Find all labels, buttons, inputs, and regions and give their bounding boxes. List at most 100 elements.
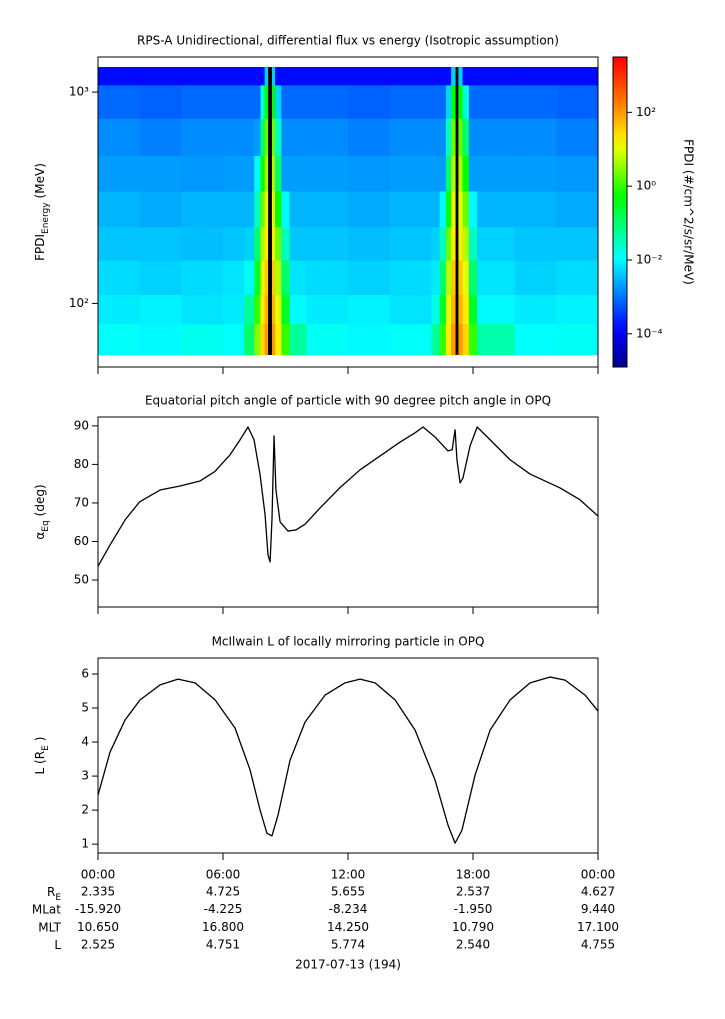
ephemeris-value: 5.774 xyxy=(331,938,365,952)
y-tick-label: 10² xyxy=(69,296,89,310)
x-tick-label: 00:00 xyxy=(581,868,616,882)
y-axis-label-sub: Eq xyxy=(41,520,51,531)
heatmap-cell xyxy=(260,294,265,325)
ephemeris-value: 10.790 xyxy=(452,920,494,934)
y-tick-label: 50 xyxy=(74,573,89,587)
heatmap-cell xyxy=(254,85,261,119)
heatmap-cell xyxy=(260,85,265,119)
y-tick-label: 60 xyxy=(74,534,89,548)
y-tick-label: 3 xyxy=(81,769,89,783)
heatmap-cell xyxy=(445,323,452,356)
y-axis-label-main: FPDI xyxy=(33,234,47,261)
heatmap-cell xyxy=(281,118,290,157)
ephemeris-value: 2.525 xyxy=(81,938,115,952)
colorbar-label: FPDI (#/cm^2/s/sr/MeV) xyxy=(682,139,696,285)
heatmap-cell xyxy=(468,191,478,228)
heatmap-cell xyxy=(98,226,140,261)
heatmap-cell xyxy=(243,155,255,192)
heatmap-cell xyxy=(431,323,440,356)
heatmap-cell xyxy=(462,67,470,86)
heatmap-cell xyxy=(243,85,255,119)
ephemeris-row-label: MLat xyxy=(32,902,61,916)
heatmap-cell xyxy=(98,85,140,119)
heatmap-cell xyxy=(477,226,515,261)
heatmap-cell xyxy=(260,226,265,261)
heatmap-cell xyxy=(275,155,282,192)
heatmap-cell xyxy=(389,294,432,325)
heatmap-cell xyxy=(348,226,390,261)
heatmap-cell xyxy=(306,260,349,295)
heatmap-cell xyxy=(514,260,557,295)
heatmap-cell xyxy=(431,260,440,295)
heatmap-cell xyxy=(181,155,224,192)
colorbar-tick-label: 10⁻² xyxy=(636,252,663,266)
heatmap-cell xyxy=(98,155,140,192)
heatmap-cell xyxy=(264,260,269,295)
ephemeris-value: 2.335 xyxy=(81,885,115,899)
heatmap-cell xyxy=(139,226,182,261)
heatmap-cell xyxy=(181,67,224,86)
heatmap-cell xyxy=(458,85,463,119)
heatmap-cell xyxy=(306,294,349,325)
ephemeris-row-label: L xyxy=(54,938,61,952)
heatmap-cell xyxy=(556,67,599,86)
panel-title: Equatorial pitch angle of particle with … xyxy=(145,394,551,408)
heatmap-cell xyxy=(458,260,463,295)
heatmap-cell xyxy=(254,191,261,228)
heatmap-cell xyxy=(468,67,478,86)
heatmap-cell xyxy=(306,85,349,119)
heatmap-cell xyxy=(439,118,447,157)
ephemeris-value: 4.725 xyxy=(206,885,240,899)
heatmap-cell xyxy=(451,118,456,157)
heatmap-cell xyxy=(275,226,282,261)
heatmap-cell xyxy=(181,226,224,261)
heatmap-cell xyxy=(462,226,470,261)
heatmap-cell xyxy=(306,155,349,192)
heatmap-cell xyxy=(223,67,245,86)
heatmap-cell xyxy=(275,294,282,325)
heatmap-cell xyxy=(254,323,261,356)
y-tick-label: 6 xyxy=(81,666,89,680)
heatmap-cell xyxy=(223,323,245,356)
y-axis-label: L (RE) xyxy=(33,737,51,775)
y-tick-label: 10³ xyxy=(69,85,89,99)
ephemeris-value: -8.234 xyxy=(329,902,368,916)
heatmap-cell xyxy=(451,226,456,261)
colorbar-tick-label: 10⁻⁴ xyxy=(636,326,663,340)
ephemeris-row-label: RE xyxy=(47,885,61,903)
heatmap-cell xyxy=(348,260,390,295)
ephemeris-row-label-main: R xyxy=(47,885,55,899)
heatmap-cell xyxy=(556,294,599,325)
heatmap-cell xyxy=(439,85,447,119)
heatmap-cell xyxy=(439,155,447,192)
heatmap-cell xyxy=(281,323,290,356)
heatmap-cell xyxy=(223,260,245,295)
heatmap-cell xyxy=(468,85,478,119)
heatmap-cell xyxy=(223,226,245,261)
ephemeris-value: -15.920 xyxy=(75,902,121,916)
ephemeris-row-label-main: MLat xyxy=(32,902,61,916)
heatmap-cell xyxy=(223,191,245,228)
heatmap-cell xyxy=(289,191,307,228)
heatmap-cell xyxy=(289,118,307,157)
heatmap-cell xyxy=(264,323,269,356)
ephemeris-value: 4.755 xyxy=(581,938,615,952)
heatmap-cell xyxy=(254,260,261,295)
heatmap-cell xyxy=(289,226,307,261)
heatmap-cell xyxy=(181,191,224,228)
heatmap-cell xyxy=(139,85,182,119)
heatmap-cell xyxy=(439,323,447,356)
heatmap-cell xyxy=(477,260,515,295)
heatmap-cell xyxy=(271,155,276,192)
heatmap-cell xyxy=(306,118,349,157)
heatmap-cell xyxy=(389,85,432,119)
ephemeris-value: -1.950 xyxy=(454,902,493,916)
heatmap-cell xyxy=(243,294,255,325)
heatmap-cell xyxy=(264,67,269,86)
heatmap-cell xyxy=(445,155,452,192)
heatmap-cell xyxy=(451,191,456,228)
heatmap-cell xyxy=(431,118,440,157)
ephemeris-row-label: MLT xyxy=(38,920,61,934)
heatmap-cell xyxy=(139,323,182,356)
